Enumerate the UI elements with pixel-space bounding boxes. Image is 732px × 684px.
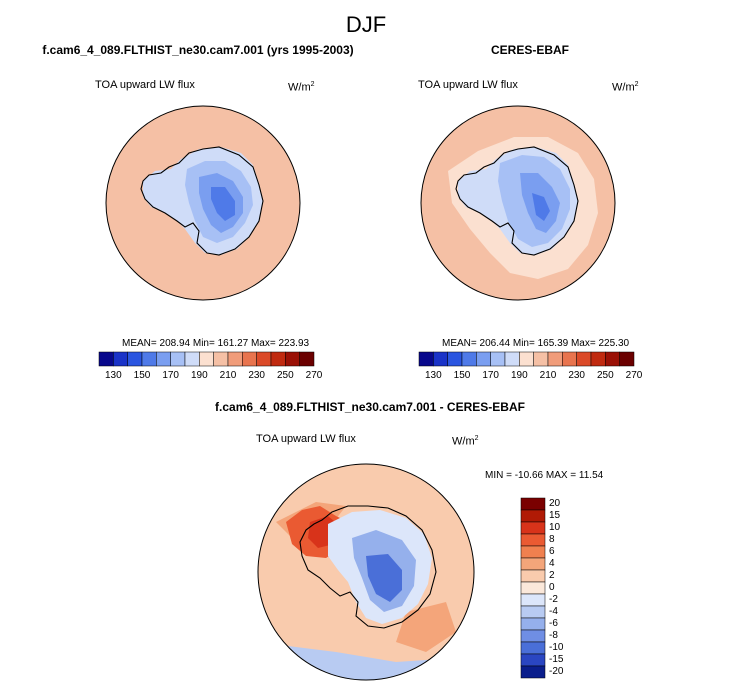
colorbar-swatch xyxy=(271,352,285,366)
colorbar-swatch xyxy=(591,352,605,366)
model-map xyxy=(103,103,303,303)
obs-panel-title: CERES-EBAF xyxy=(420,43,640,57)
colorbar-swatch xyxy=(300,352,314,366)
colorbar-tick-label: 250 xyxy=(596,370,614,381)
colorbar-swatch xyxy=(521,594,545,606)
colorbar-tick-label: 2 xyxy=(549,570,555,581)
colorbar-swatch xyxy=(171,352,185,366)
colorbar-tick-label: -8 xyxy=(549,630,558,641)
obs-colorbar xyxy=(419,352,634,366)
diff-variable-label: TOA upward LW flux xyxy=(256,433,356,445)
diff-stats: MIN = -10.66 MAX = 11.54 xyxy=(485,470,603,481)
colorbar-tick-label: 190 xyxy=(510,370,528,381)
colorbar-tick-label: 210 xyxy=(539,370,557,381)
colorbar-swatch xyxy=(521,582,545,594)
colorbar-swatch xyxy=(505,352,519,366)
colorbar-swatch xyxy=(521,546,545,558)
colorbar-tick-label: 270 xyxy=(305,370,323,381)
colorbar-swatch xyxy=(476,352,490,366)
colorbar-swatch xyxy=(519,352,533,366)
colorbar-tick-label: 20 xyxy=(549,498,560,509)
colorbar-swatch xyxy=(448,352,462,366)
colorbar-swatch xyxy=(285,352,299,366)
diff-units-label: W/m2 xyxy=(452,435,479,448)
colorbar-tick-label: 210 xyxy=(219,370,237,381)
colorbar-tick-label: 130 xyxy=(104,370,122,381)
model-colorbar xyxy=(99,352,314,366)
model-colorbar-labels: 130 150 170 190 210 230 250 270 xyxy=(99,368,314,382)
diff-map xyxy=(256,462,476,682)
colorbar-swatch xyxy=(521,606,545,618)
page-title: DJF xyxy=(0,12,732,38)
colorbar-swatch xyxy=(156,352,170,366)
model-variable-label: TOA upward LW flux xyxy=(95,79,195,91)
colorbar-tick-label: 170 xyxy=(482,370,500,381)
colorbar-swatch xyxy=(521,558,545,570)
colorbar-tick-label: -15 xyxy=(549,654,563,665)
diff-panel-title: f.cam6_4_089.FLTHIST_ne30.cam7.001 - CER… xyxy=(180,400,560,414)
colorbar-swatch xyxy=(521,498,545,510)
colorbar-tick-label: 270 xyxy=(625,370,643,381)
colorbar-swatch xyxy=(113,352,127,366)
colorbar-tick-label: 4 xyxy=(549,558,555,569)
colorbar-swatch xyxy=(185,352,199,366)
colorbar-tick-label: 10 xyxy=(549,522,560,533)
model-panel-title: f.cam6_4_089.FLTHIST_ne30.cam7.001 (yrs … xyxy=(28,43,368,57)
colorbar-swatch xyxy=(521,630,545,642)
colorbar-tick-label: 6 xyxy=(549,546,555,557)
colorbar-tick-label: 170 xyxy=(162,370,180,381)
colorbar-swatch xyxy=(521,570,545,582)
colorbar-tick-label: -20 xyxy=(549,666,563,677)
colorbar-tick-label: 130 xyxy=(424,370,442,381)
colorbar-swatch xyxy=(521,510,545,522)
obs-map xyxy=(418,103,618,303)
colorbar-swatch xyxy=(99,352,113,366)
colorbar-swatch xyxy=(521,654,545,666)
colorbar-swatch xyxy=(521,522,545,534)
colorbar-tick-label: 8 xyxy=(549,534,555,545)
colorbar-tick-label: -4 xyxy=(549,606,558,617)
colorbar-tick-label: 230 xyxy=(568,370,586,381)
colorbar-swatch xyxy=(228,352,242,366)
colorbar-tick-label: 150 xyxy=(453,370,471,381)
model-stats: MEAN= 208.94 Min= 161.27 Max= 223.93 xyxy=(122,338,309,349)
colorbar-swatch xyxy=(534,352,548,366)
colorbar-tick-label: -6 xyxy=(549,618,558,629)
colorbar-tick-label: -10 xyxy=(549,642,563,653)
diff-colorbar xyxy=(521,498,545,678)
colorbar-tick-label: 0 xyxy=(549,582,555,593)
model-units-label: W/m2 xyxy=(288,81,315,94)
colorbar-swatch xyxy=(521,642,545,654)
colorbar-swatch xyxy=(433,352,447,366)
colorbar-swatch xyxy=(199,352,213,366)
obs-colorbar-labels: 130 150 170 190 210 230 250 270 xyxy=(419,368,634,382)
obs-units-label: W/m2 xyxy=(612,81,639,94)
colorbar-swatch xyxy=(577,352,591,366)
colorbar-tick-label: 150 xyxy=(133,370,151,381)
diff-colorbar-labels: 20 15 10 8 6 4 2 0 -2 -4 -6 -8 -10 -15 -20 xyxy=(549,498,589,678)
colorbar-tick-label: 190 xyxy=(190,370,208,381)
obs-stats: MEAN= 206.44 Min= 165.39 Max= 225.30 xyxy=(442,338,629,349)
colorbar-swatch xyxy=(620,352,634,366)
colorbar-swatch xyxy=(242,352,256,366)
colorbar-swatch xyxy=(491,352,505,366)
colorbar-tick-label: -2 xyxy=(549,594,558,605)
colorbar-swatch xyxy=(562,352,576,366)
colorbar-tick-label: 230 xyxy=(248,370,266,381)
colorbar-swatch xyxy=(419,352,433,366)
colorbar-swatch xyxy=(142,352,156,366)
colorbar-swatch xyxy=(521,618,545,630)
colorbar-swatch xyxy=(128,352,142,366)
colorbar-swatch xyxy=(214,352,228,366)
colorbar-swatch xyxy=(605,352,619,366)
colorbar-swatch xyxy=(548,352,562,366)
colorbar-tick-label: 250 xyxy=(276,370,294,381)
colorbar-swatch xyxy=(257,352,271,366)
colorbar-swatch xyxy=(462,352,476,366)
colorbar-swatch xyxy=(521,534,545,546)
obs-variable-label: TOA upward LW flux xyxy=(418,79,518,91)
colorbar-swatch xyxy=(521,666,545,678)
colorbar-tick-label: 15 xyxy=(549,510,560,521)
